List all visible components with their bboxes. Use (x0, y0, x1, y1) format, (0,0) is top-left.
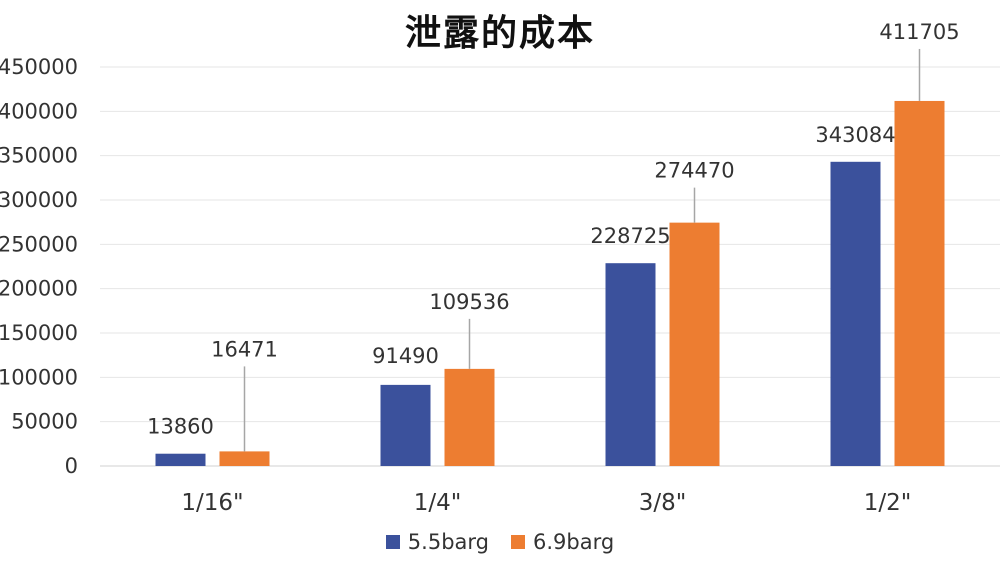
x-tick-label: 1/4" (414, 490, 462, 516)
x-tick-label: 3/8" (639, 490, 687, 516)
data-label: 109536 (429, 290, 509, 314)
y-tick-label: 400000 (0, 99, 78, 123)
y-tick-label: 350000 (0, 144, 78, 168)
y-tick-label: 300000 (0, 188, 78, 212)
chart-title: 泄露的成本 (404, 13, 595, 54)
data-label: 91490 (372, 344, 439, 368)
legend-label-series-1: 5.5barg (407, 530, 489, 554)
y-tick-label: 0 (65, 454, 78, 478)
bar (605, 263, 656, 466)
bar (669, 222, 720, 466)
data-label: 343084 (815, 123, 895, 147)
data-label: 274470 (654, 159, 734, 183)
legend-label-series-2: 6.9barg (533, 530, 615, 554)
x-tick-label: 1/2" (864, 490, 912, 516)
bar (830, 161, 881, 466)
y-tick-label: 100000 (0, 365, 78, 389)
y-tick-label: 450000 (0, 55, 78, 79)
bar (219, 451, 270, 466)
bar (894, 100, 945, 467)
legend-item-series-1: 5.5barg (385, 530, 489, 554)
data-label: 411705 (879, 20, 959, 44)
x-tick-label: 1/16" (181, 490, 243, 516)
data-label: 228725 (590, 224, 670, 248)
legend-item-series-2: 6.9barg (511, 530, 614, 554)
y-tick-label: 250000 (0, 232, 78, 256)
bar (155, 453, 206, 466)
y-tick-label: 150000 (0, 321, 78, 345)
y-tick-label: 200000 (0, 277, 78, 301)
legend-swatch-series-1 (385, 535, 400, 549)
data-label: 13860 (147, 415, 214, 439)
data-label: 16471 (211, 337, 278, 361)
legend: 5.5barg 6.9barg (0, 530, 1000, 554)
bar (380, 384, 431, 466)
bar (444, 368, 495, 466)
legend-swatch-series-2 (511, 535, 525, 549)
y-tick-label: 50000 (11, 410, 78, 434)
